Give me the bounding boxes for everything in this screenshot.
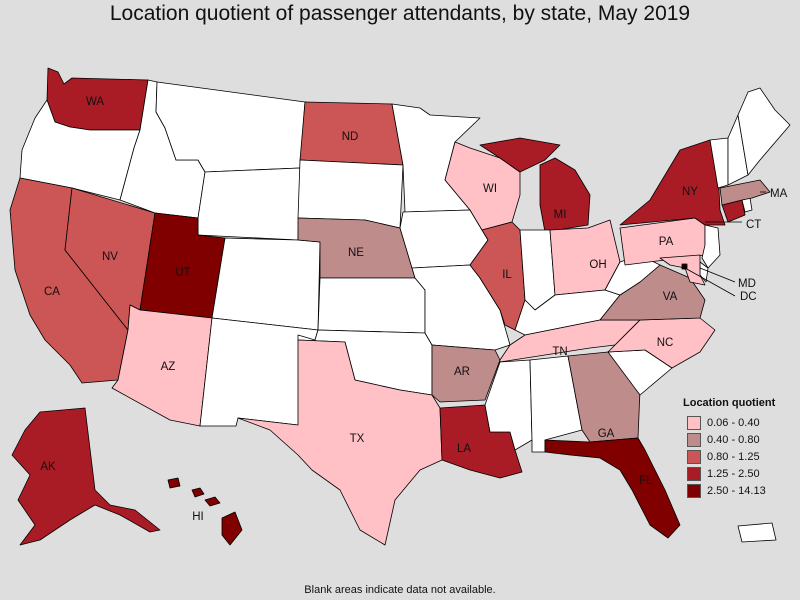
state-label-AK: AK xyxy=(40,461,56,473)
state-MA[interactable] xyxy=(719,179,771,206)
state-WY[interactable] xyxy=(197,167,301,241)
state-MI[interactable] xyxy=(479,137,591,233)
state-AR[interactable] xyxy=(431,344,501,403)
legend-label: 0.80 - 1.25 xyxy=(707,450,760,463)
state-label-CT: CT xyxy=(746,219,761,231)
state-CO[interactable] xyxy=(211,237,321,331)
state-label-MA: MA xyxy=(770,188,788,200)
state-label-HI: HI xyxy=(192,511,204,523)
state-IN[interactable] xyxy=(519,229,556,311)
state-AK[interactable] xyxy=(11,407,161,546)
state-label-ND: ND xyxy=(342,131,359,143)
state-NY[interactable] xyxy=(619,139,726,226)
state-label-DC: DC xyxy=(740,291,757,303)
state-PR[interactable] xyxy=(737,522,777,543)
state-SD[interactable] xyxy=(297,159,404,229)
legend-swatch xyxy=(687,415,701,430)
legend-swatch xyxy=(687,466,701,481)
legend-label: 0.06 - 0.40 xyxy=(707,416,760,429)
state-NJ[interactable] xyxy=(701,224,721,269)
legend-swatch xyxy=(687,432,701,447)
state-label-NY: NY xyxy=(682,186,698,198)
state-WI[interactable] xyxy=(444,141,521,231)
state-label-LA: LA xyxy=(457,443,471,455)
state-FL[interactable] xyxy=(544,437,681,539)
state-label-NV: NV xyxy=(102,251,118,263)
state-label-FL: FL xyxy=(639,475,653,487)
map-title: Location quotient of passenger attendant… xyxy=(109,2,691,25)
legend-label: 0.40 - 0.80 xyxy=(707,433,760,446)
legend-item: 0.40 - 0.80 xyxy=(683,432,798,447)
state-label-AR: AR xyxy=(454,366,470,378)
state-label-WI: WI xyxy=(483,183,497,195)
state-label-WA: WA xyxy=(86,96,104,108)
footnote: Blank areas indicate data not available. xyxy=(304,584,496,596)
state-label-MI: MI xyxy=(554,209,567,221)
legend-title: Location quotient xyxy=(683,397,776,409)
state-TX[interactable] xyxy=(237,339,443,546)
state-label-PA: PA xyxy=(659,236,674,248)
state-WV[interactable] xyxy=(604,254,661,296)
state-label-OH: OH xyxy=(589,259,606,271)
legend-label: 1.25 - 2.50 xyxy=(707,467,760,480)
legend-item: 1.25 - 2.50 xyxy=(683,466,798,481)
state-label-AZ: AZ xyxy=(161,361,176,373)
state-label-CA: CA xyxy=(44,286,60,298)
state-label-GA: GA xyxy=(598,428,615,440)
map-legend: Location quotient 0.06 - 0.40 0.40 - 0.80… xyxy=(683,397,798,500)
legend-item: 0.06 - 0.40 xyxy=(683,415,798,430)
legend-label: 2.50 - 14.13 xyxy=(707,484,766,497)
legend-swatch xyxy=(687,449,701,464)
state-KS[interactable] xyxy=(317,277,426,334)
legend-item: 0.80 - 1.25 xyxy=(683,449,798,464)
state-MT[interactable] xyxy=(155,81,306,173)
state-label-TX: TX xyxy=(350,433,365,445)
legend-swatch xyxy=(687,483,701,498)
legend-item: 2.50 - 14.13 xyxy=(683,483,798,498)
state-label-TN: TN xyxy=(552,346,567,358)
state-label-MD: MD xyxy=(738,278,756,290)
state-ME[interactable] xyxy=(737,87,791,176)
state-IL[interactable] xyxy=(469,221,526,331)
state-label-UT: UT xyxy=(175,267,190,279)
state-MD[interactable] xyxy=(659,254,706,286)
state-label-NE: NE xyxy=(348,247,364,259)
state-label-NC: NC xyxy=(657,337,674,349)
state-label-VA: VA xyxy=(663,291,678,303)
state-HI[interactable] xyxy=(167,477,243,546)
state-label-IL: IL xyxy=(502,269,512,281)
